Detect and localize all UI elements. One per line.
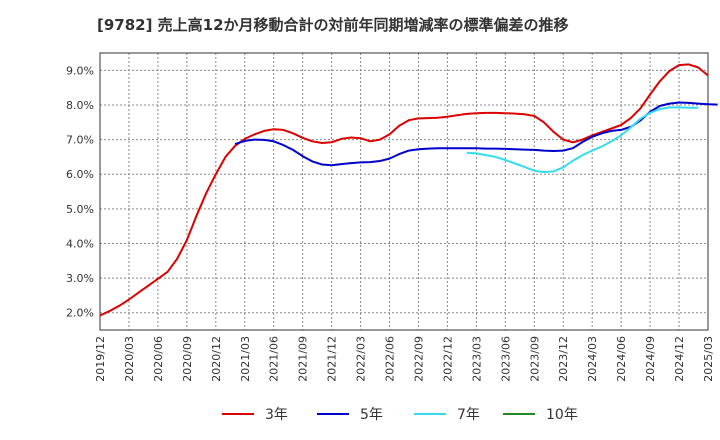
x-tick-label: 2022/03: [355, 336, 368, 382]
x-tick-label: 2025/03: [702, 336, 715, 382]
y-tick-label: 5.0%: [66, 203, 94, 216]
x-tick-label: 2023/12: [557, 336, 570, 382]
y-tick-label: 6.0%: [66, 168, 94, 181]
grid: [100, 53, 708, 330]
x-tick-label: 2021/12: [326, 336, 339, 382]
legend-label: 3年: [265, 407, 288, 423]
x-tick-label: 2020/09: [181, 336, 194, 382]
legend-label: 7年: [457, 407, 480, 423]
x-tick-label: 2021/03: [239, 336, 252, 382]
x-tick-label: 2020/03: [123, 336, 136, 382]
x-tick-label: 2024/09: [644, 336, 657, 382]
x-axis: 2019/12 2020/03 2020/06 2020/09 2020/12 2021/…: [94, 336, 715, 382]
x-tick-label: 2022/12: [441, 336, 454, 382]
y-axis: 2.0% 3.0% 4.0% 5.0% 6.0% 7.0% 8.0% 9.0%: [66, 64, 94, 319]
x-tick-label: 2022/06: [384, 336, 397, 382]
y-tick-label: 3.0%: [66, 272, 94, 285]
x-tick-label: 2024/03: [586, 336, 599, 382]
x-tick-label: 2019/12: [94, 336, 107, 382]
legend-label: 5年: [360, 407, 383, 423]
y-tick-label: 9.0%: [66, 64, 94, 77]
x-tick-label: 2023/06: [499, 336, 512, 382]
x-tick-label: 2024/06: [615, 336, 628, 382]
plot-area: [99, 52, 709, 331]
x-tick-label: 2020/12: [210, 336, 223, 382]
y-tick-label: 7.0%: [66, 134, 94, 147]
y-tick-label: 4.0%: [66, 237, 94, 250]
x-tick-label: 2023/03: [470, 336, 483, 382]
x-tick-label: 2022/09: [412, 336, 425, 382]
series-group: [99, 63, 718, 317]
y-tick-label: 8.0%: [66, 99, 94, 112]
series-line-7年: [466, 106, 699, 174]
y-tick-label: 2.0%: [66, 307, 94, 320]
chart-title: [9782] 売上高12か月移動合計の対前年同期増減率の標準偏差の推移: [97, 16, 569, 34]
x-tick-label: 2021/09: [297, 336, 310, 382]
x-tick-label: 2023/09: [528, 336, 541, 382]
legend: 3年 5年 7年 10年: [222, 407, 578, 423]
x-tick-label: 2021/06: [268, 336, 281, 382]
x-tick-label: 2024/12: [673, 336, 686, 382]
series-line-3年: [99, 63, 709, 317]
x-tick-label: 2020/06: [152, 336, 165, 382]
legend-label: 10年: [546, 407, 578, 423]
